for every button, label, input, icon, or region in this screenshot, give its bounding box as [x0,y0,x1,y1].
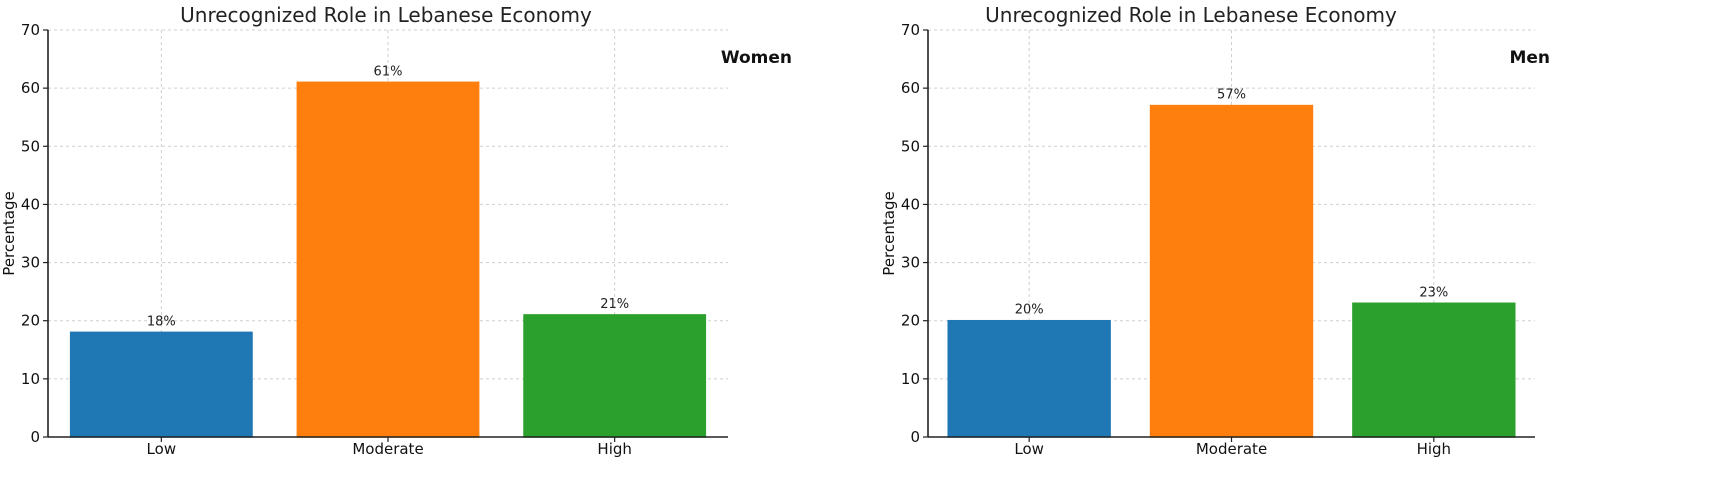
y-tick-label: 10 [21,370,40,388]
bar-low [947,319,1111,438]
data-label: 57% [1217,88,1246,103]
men-bar-chart: Unrecognized Role in Lebanese Economy 20%… [880,3,1550,458]
y-tick-label: 70 [21,21,40,39]
bar-low [69,331,253,438]
y-tick-label: 30 [901,254,920,272]
data-label: 21% [600,297,629,312]
y-tick-label: 20 [21,312,40,330]
bar-high [1352,302,1516,438]
y-tick-label: 50 [901,137,920,155]
data-label: 23% [1419,285,1448,300]
chart-men-panel: Unrecognized Role in Lebanese Economy 20%… [880,0,1713,499]
y-tick-label: 20 [901,312,920,330]
y-tick-label: 60 [901,79,920,97]
bar-high [523,314,707,438]
bar-moderate [296,81,480,438]
y-tick-label: 70 [901,21,920,39]
chart-title: Unrecognized Role in Lebanese Economy [180,3,592,27]
bar-moderate [1149,104,1314,438]
panel-label: Women [721,48,792,68]
chart-women-panel: Unrecognized Role in Lebanese Economy 18%… [0,0,856,499]
x-tick-label: Moderate [1196,440,1267,458]
y-tick-label: 0 [30,428,40,446]
data-label: 18% [147,314,176,329]
data-label: 20% [1015,303,1044,318]
x-tick-label: High [1417,440,1451,458]
chart-title: Unrecognized Role in Lebanese Economy [985,3,1397,27]
y-tick-label: 0 [910,428,920,446]
x-tick-label: High [597,440,631,458]
women-bar-chart: Unrecognized Role in Lebanese Economy 18%… [0,3,792,458]
y-axis-label: Percentage [880,191,898,275]
y-tick-label: 10 [901,370,920,388]
x-tick-label: Low [147,440,177,458]
data-label: 61% [374,64,403,79]
y-tick-label: 30 [21,254,40,272]
y-tick-label: 50 [21,137,40,155]
y-tick-label: 40 [901,195,920,213]
x-tick-label: Moderate [352,440,423,458]
panel-label: Men [1509,48,1550,68]
y-axis-label: Percentage [0,191,18,275]
x-tick-label: Low [1014,440,1044,458]
y-tick-label: 60 [21,79,40,97]
y-tick-label: 40 [21,195,40,213]
